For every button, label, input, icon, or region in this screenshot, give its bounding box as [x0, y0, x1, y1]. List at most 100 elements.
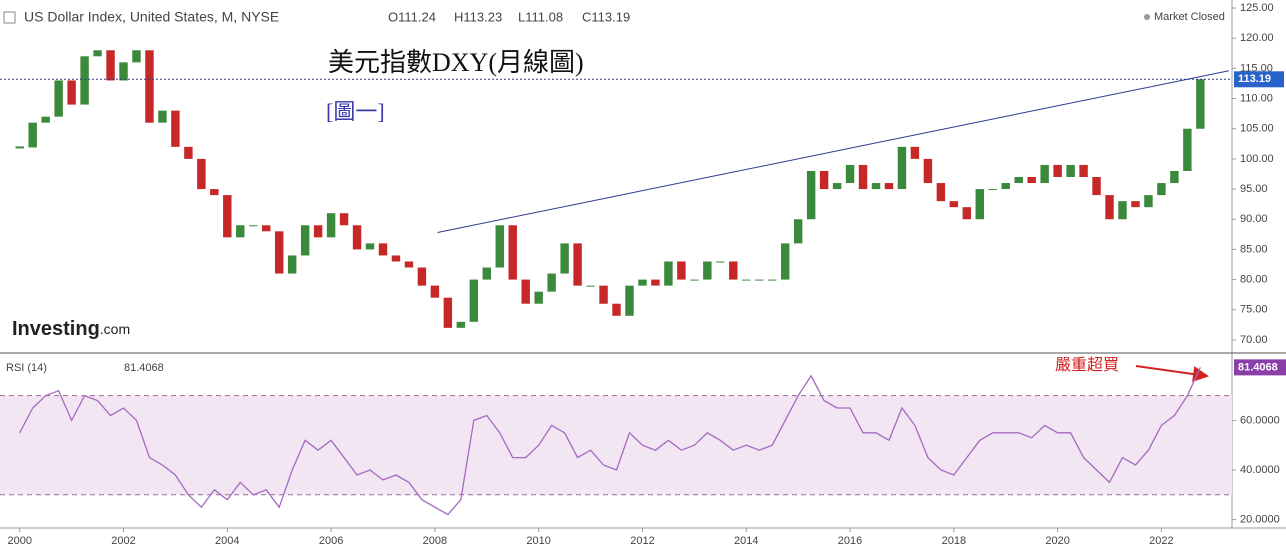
trendline	[437, 70, 1229, 234]
candle-body	[287, 255, 297, 274]
candle-body	[573, 243, 582, 286]
candle-body	[508, 225, 517, 280]
y-tick-label: 70.00	[1240, 334, 1268, 346]
candle-body	[910, 146, 920, 159]
x-tick-label: 2014	[734, 535, 758, 547]
rsi-y-tick-label: 40.0000	[1240, 464, 1280, 476]
candle-body	[1170, 170, 1179, 184]
candle-body	[443, 297, 453, 328]
annotation: 嚴重超買	[1055, 356, 1119, 374]
rsi-header-value: 81.4068	[124, 362, 164, 374]
candle-body	[210, 189, 219, 196]
x-tick-label: 2008	[423, 535, 447, 547]
candle-body	[417, 267, 427, 286]
candle-body	[41, 116, 50, 123]
x-tick-label: 2016	[838, 535, 862, 547]
y-tick-label: 120.00	[1240, 32, 1274, 44]
candle-body	[1014, 177, 1023, 184]
candle-body	[599, 285, 608, 304]
y-tick-label: 95.00	[1240, 183, 1268, 195]
x-tick-label: 2004	[215, 535, 239, 547]
ohlc-open: O111.24	[388, 9, 436, 24]
x-tick-label: 2006	[319, 535, 343, 547]
y-tick-label: 110.00	[1240, 92, 1273, 104]
candle-body	[365, 243, 375, 250]
candle-body	[1118, 201, 1127, 220]
rsi-y-tick-label: 20.0000	[1240, 513, 1280, 525]
y-tick-label: 105.00	[1240, 123, 1274, 135]
candle-body	[430, 285, 440, 298]
candle-body	[54, 80, 63, 117]
candle-body	[326, 213, 336, 238]
candle-body	[274, 231, 284, 274]
candle-body	[819, 170, 829, 190]
chart-subtitle: [圖一]	[326, 99, 385, 124]
candle-body	[80, 56, 89, 105]
candle-body	[793, 219, 803, 244]
candle-body	[1157, 183, 1166, 196]
candle-body	[716, 261, 725, 263]
candle-body	[560, 243, 569, 274]
market-status: Market Closed	[1154, 11, 1225, 23]
candle-body	[469, 279, 479, 322]
candle-body	[223, 195, 232, 238]
candle-body	[352, 225, 362, 250]
brand-suffix: .com	[100, 321, 130, 337]
candle-body	[495, 225, 504, 268]
x-tick-label: 2022	[1149, 535, 1173, 547]
candle-body	[780, 243, 790, 280]
candle-body	[547, 273, 556, 292]
candle-body	[975, 189, 985, 220]
candle-body	[664, 261, 673, 286]
y-tick-label: 125.00	[1240, 2, 1274, 14]
y-tick-label: 85.00	[1240, 243, 1268, 255]
candle-body	[742, 279, 751, 281]
candle-body	[871, 183, 881, 190]
rsi-line	[19, 367, 1201, 516]
chart-title: 美元指數DXY(月線圖)	[328, 48, 584, 77]
candle-body	[1131, 201, 1140, 208]
candle-body	[1183, 128, 1192, 171]
ohlc-low: L111.08	[518, 9, 563, 24]
candle-body	[703, 261, 712, 280]
candle-body	[145, 50, 154, 123]
candle-body	[534, 291, 543, 304]
y-tick-label: 115.00	[1240, 62, 1273, 74]
candle-body	[404, 261, 414, 268]
candle-body	[923, 158, 933, 184]
rsi-last-label: 81.4068	[1238, 361, 1278, 373]
x-tick-label: 2020	[1045, 535, 1069, 547]
brand: Investing.com	[12, 318, 130, 340]
candle-body	[988, 189, 997, 191]
rsi-name: RSI (14)	[6, 362, 47, 374]
y-tick-label: 100.00	[1240, 153, 1274, 165]
annotation-arrow	[1135, 365, 1209, 382]
brand-name: Investing	[12, 318, 100, 340]
candle-body	[1105, 195, 1114, 220]
candle-body	[106, 50, 115, 81]
last-price-box	[1234, 71, 1284, 88]
rsi-y-tick-label: 60.0000	[1240, 414, 1280, 426]
candle-body	[378, 243, 388, 256]
candle-body	[1001, 183, 1010, 190]
candle-body	[1066, 164, 1075, 177]
candle-body	[1144, 195, 1153, 208]
y-tick-label: 75.00	[1240, 304, 1268, 316]
x-tick-label: 2018	[942, 535, 966, 547]
candle-body	[845, 164, 855, 184]
candle-body	[1053, 164, 1062, 177]
y-tick-label: 80.00	[1240, 273, 1268, 285]
candle-body	[729, 261, 738, 280]
candle-body	[1092, 177, 1101, 196]
ohlc-close: C113.19	[582, 9, 630, 24]
candle-body	[249, 225, 258, 227]
collapse-icon[interactable]	[3, 11, 16, 24]
candle-body	[67, 80, 76, 105]
x-tick-label: 2012	[630, 535, 654, 547]
candle-body	[1079, 164, 1088, 177]
x-tick-label: 2010	[526, 535, 550, 547]
candle-body	[767, 279, 777, 281]
candle-body	[806, 170, 816, 220]
candle-body	[184, 146, 193, 159]
